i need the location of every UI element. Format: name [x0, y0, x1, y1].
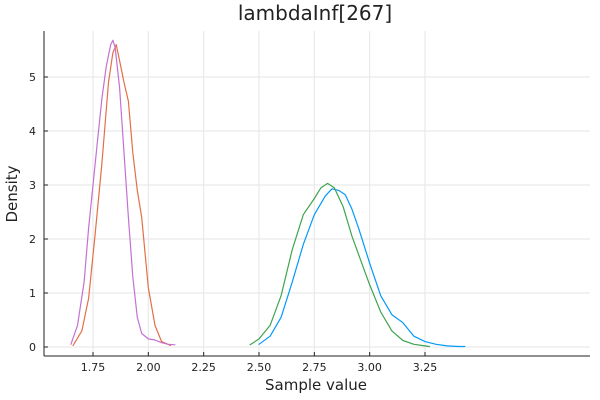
- x-tick-label: 2.00: [136, 361, 161, 374]
- x-tick-label: 2.50: [247, 361, 272, 374]
- x-ticks: 1.75 2.00 2.25 2.50 2.75 3.00 3.25: [81, 352, 438, 374]
- y-tick-label: 1: [29, 287, 36, 300]
- x-tick-label: 3.00: [357, 361, 382, 374]
- y-ticks: 0 1 2 3 4 5: [29, 71, 48, 354]
- y-tick-label: 3: [29, 179, 36, 192]
- x-tick-label: 2.75: [302, 361, 327, 374]
- density-curve-1: [258, 188, 466, 348]
- y-tick-label: 0: [29, 341, 36, 354]
- x-tick-label: 1.75: [81, 361, 106, 374]
- density-curve-3: [249, 182, 430, 348]
- chart-title: lambdaInf[267]: [238, 1, 392, 25]
- density-curve-2: [72, 44, 172, 346]
- y-tick-label: 2: [29, 233, 36, 246]
- x-tick-label: 2.25: [191, 361, 216, 374]
- plot-area: [70, 39, 466, 348]
- y-axis-label: Density: [3, 165, 21, 222]
- y-tick-label: 4: [29, 125, 36, 138]
- y-tick-label: 5: [29, 71, 36, 84]
- x-axis-label: Sample value: [265, 376, 367, 394]
- grid: [44, 31, 590, 356]
- axes: [43, 31, 590, 357]
- density-curve-4: [70, 39, 176, 346]
- x-tick-label: 3.25: [413, 361, 438, 374]
